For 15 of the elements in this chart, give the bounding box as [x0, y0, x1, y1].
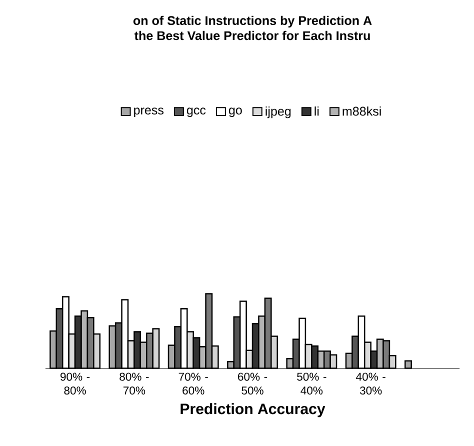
chart-title: on of Static Instructions by Prediction A: [133, 16, 372, 28]
x-tick-label: 70% - 60%: [178, 372, 208, 394]
x-tick-label: 50% - 40%: [297, 372, 326, 394]
legend-label: go: [228, 108, 242, 117]
legend-label: m88ksi: [342, 106, 381, 116]
legend-label: gcc: [186, 108, 206, 117]
x-tick-label: 90% - 80%: [60, 372, 90, 394]
chart-subtitle: the Best Value Predictor for Each Instru: [134, 30, 370, 40]
x-axis-title: Prediction Accuracy: [180, 403, 326, 418]
legend-label: press: [134, 108, 164, 117]
x-tick-label: 60% - 50%: [238, 372, 268, 394]
x-tick-label: 80% - 70%: [120, 372, 149, 394]
legend-label: ijpeg: [266, 106, 291, 118]
x-tick-label: 40% - 30%: [356, 372, 386, 394]
legend-label: li: [314, 106, 319, 116]
